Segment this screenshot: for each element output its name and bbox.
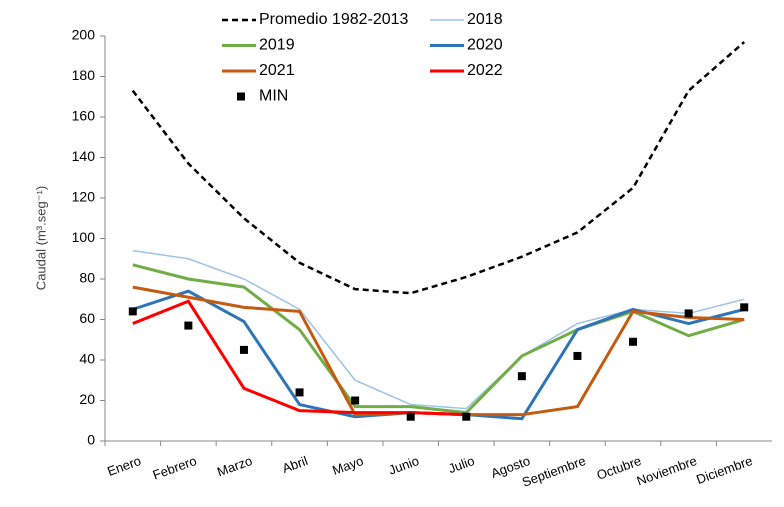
legend-label: 2019 bbox=[259, 37, 295, 54]
y-tick-label: 100 bbox=[72, 229, 96, 245]
x-tick-label: Diciembre bbox=[694, 453, 754, 487]
x-tick-label: Febrero bbox=[151, 453, 199, 483]
series-line bbox=[132, 249, 745, 410]
y-tick-label: 180 bbox=[72, 67, 96, 83]
y-axis-label: Caudal (m³.seg⁻¹) bbox=[33, 186, 48, 290]
min-marker bbox=[684, 309, 693, 318]
min-marker bbox=[462, 412, 471, 421]
min-marker bbox=[406, 412, 415, 421]
y-tick-label: 80 bbox=[79, 270, 95, 286]
legend-label: 2020 bbox=[467, 37, 503, 54]
legend-label: 2021 bbox=[259, 62, 295, 79]
series-line bbox=[132, 285, 745, 417]
x-tick-label: Enero bbox=[105, 453, 143, 479]
min-marker bbox=[239, 345, 248, 354]
y-tick-label: 160 bbox=[72, 108, 96, 124]
min-marker bbox=[295, 388, 304, 397]
y-tick-label: 140 bbox=[72, 148, 96, 164]
min-marker bbox=[517, 372, 526, 381]
y-tick-label: 0 bbox=[87, 432, 95, 448]
series-line bbox=[132, 263, 745, 415]
y-tick-label: 20 bbox=[79, 391, 95, 407]
legend-marker bbox=[237, 92, 245, 101]
y-tick-label: 60 bbox=[79, 310, 95, 326]
min-marker bbox=[128, 307, 137, 316]
x-tick-label: Julio bbox=[446, 453, 476, 476]
y-tick-label: 40 bbox=[79, 351, 95, 367]
min-marker bbox=[351, 396, 360, 405]
legend-label: Promedio 1982-2013 bbox=[259, 11, 409, 28]
y-tick-label: 200 bbox=[72, 27, 96, 43]
min-marker bbox=[573, 351, 582, 360]
x-tick-label: Abril bbox=[280, 453, 310, 476]
legend-label: MIN bbox=[259, 88, 288, 105]
y-tick-label: 120 bbox=[72, 189, 96, 205]
min-marker bbox=[740, 303, 749, 312]
legend-label: 2022 bbox=[467, 62, 503, 79]
legend-label: 2018 bbox=[467, 11, 503, 28]
x-tick-label: Junio bbox=[387, 453, 421, 478]
x-tick-label: Marzo bbox=[215, 453, 254, 479]
series-line bbox=[131, 41, 746, 295]
x-tick-label: Septiembre bbox=[520, 453, 588, 490]
x-tick-label: Noviembre bbox=[635, 453, 699, 489]
min-marker bbox=[629, 337, 638, 346]
x-tick-label: Mayo bbox=[330, 453, 365, 478]
min-marker bbox=[184, 321, 193, 330]
series-line bbox=[132, 299, 467, 417]
